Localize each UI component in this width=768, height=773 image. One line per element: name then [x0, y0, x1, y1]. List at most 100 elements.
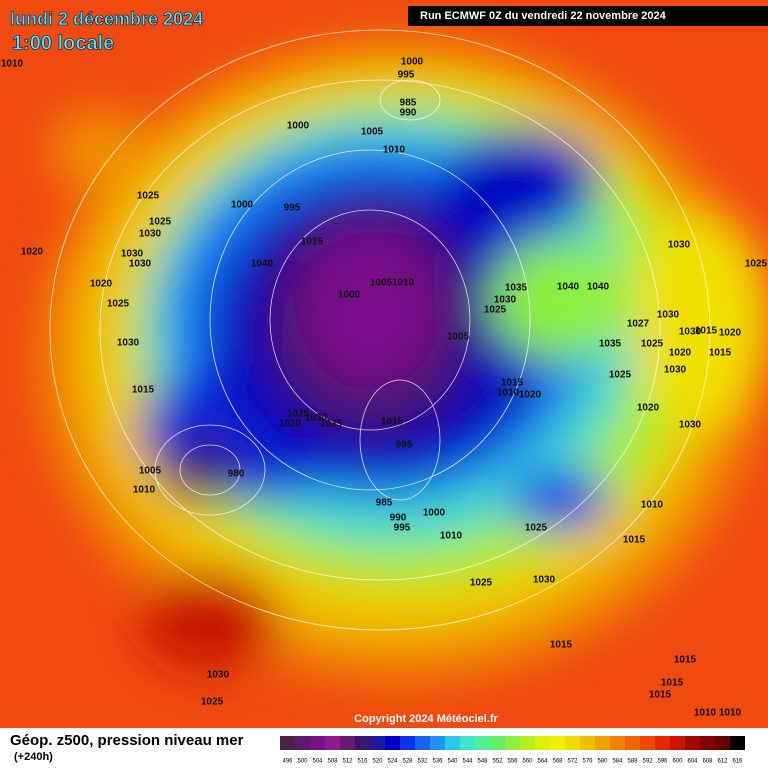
colorbar-swatch — [400, 736, 415, 750]
isobar-label: 1010 — [440, 531, 463, 542]
isobar-label: 1025 — [525, 523, 548, 534]
isobar-label: 1020 — [279, 419, 302, 430]
colorbar-tick: 520 — [372, 759, 383, 765]
isobar-label: 1030 — [679, 420, 702, 431]
colorbar-swatch — [355, 736, 370, 750]
colorbar-tick: 560 — [522, 759, 533, 765]
colorbar-swatch — [505, 736, 520, 750]
isobar-label: 1025 — [137, 191, 160, 202]
colorbar-swatch — [625, 736, 640, 750]
isobar-label: 1040 — [587, 282, 610, 293]
isobar-label: 1025 — [484, 305, 507, 316]
copyright: Copyright 2024 Météociel.fr — [354, 713, 498, 725]
isobar-label: 1030 — [679, 327, 702, 338]
isobar-label: 1030 — [117, 338, 140, 349]
isobar-label: 1030 — [139, 229, 162, 240]
isobar-label: 1005 — [447, 332, 470, 343]
colorbar-swatch — [700, 736, 715, 750]
run-banner — [408, 6, 768, 26]
isobar-label: 1015 — [661, 678, 684, 689]
colorbar-swatch — [550, 736, 565, 750]
isobar-label: 1015 — [132, 385, 155, 396]
isobar-label: 1025 — [609, 370, 632, 381]
isobar-label: 1010 — [383, 145, 406, 156]
colorbar-swatch — [340, 736, 355, 750]
colorbar-swatch — [655, 736, 670, 750]
colorbar-tick: 532 — [417, 759, 428, 765]
colorbar-tick: 612 — [717, 759, 728, 765]
isobar-label: 1030 — [121, 249, 144, 260]
isobar-label: 1010 — [719, 708, 742, 719]
isobar-label: 985 — [376, 498, 393, 509]
colorbar-tick: 568 — [552, 759, 563, 765]
isobar-label: 990 — [390, 513, 407, 524]
isobar-label: 995 — [394, 523, 411, 534]
colorbar-tick: 584 — [612, 759, 623, 765]
isobar-label: 1015 — [550, 640, 573, 651]
isobar-label: 1030 — [207, 670, 230, 681]
colorbar-tick: 580 — [597, 759, 608, 765]
colorbar-tick: 540 — [447, 759, 458, 765]
isobar-label: 1025 — [745, 259, 768, 270]
isobar-label: 1020 — [21, 247, 44, 258]
colorbar-tick: 548 — [477, 759, 488, 765]
isobar-label: 1025 — [149, 217, 172, 228]
isobar-label: 1015 — [695, 326, 718, 337]
isobar-label: 1030 — [533, 575, 556, 586]
isobar-label: 1030 — [664, 365, 687, 376]
isobar-label: 1040 — [557, 282, 580, 293]
isobar-label: 1000 — [401, 57, 424, 68]
colorbar-tick: 608 — [702, 759, 713, 765]
colorbar-tick: 508 — [327, 759, 338, 765]
colorbar-swatch — [490, 736, 505, 750]
colorbar-tick: 604 — [687, 759, 698, 765]
colorbar-swatch — [640, 736, 655, 750]
colorbar-tick: 544 — [462, 759, 473, 765]
run-info: Run ECMWF 0Z du vendredi 22 novembre 202… — [420, 10, 667, 22]
isobar-label: 1015 — [674, 655, 697, 666]
isobar-label: 1000 — [287, 121, 310, 132]
isobar-label: 1015 — [709, 348, 732, 359]
colorbar-tick: 504 — [312, 759, 323, 765]
colorbar-tick: 556 — [507, 759, 518, 765]
isobar-label: 1030 — [494, 295, 517, 306]
isobar-label: 1040 — [251, 259, 274, 270]
colorbar-swatch — [280, 736, 295, 750]
time: 1:00 locale — [12, 32, 114, 54]
isobar-label: 1000 — [423, 508, 446, 519]
isobar-label: 1020 — [90, 279, 113, 290]
colorbar-swatch — [595, 736, 610, 750]
colorbar-tick: 596 — [657, 759, 668, 765]
colorbar-tick: 528 — [402, 759, 413, 765]
colorbar-swatch — [295, 736, 310, 750]
isobar-label: 1030 — [129, 259, 152, 270]
colorbar-swatch — [325, 736, 340, 750]
colorbar-swatch — [670, 736, 685, 750]
colorbar-swatch — [730, 736, 745, 750]
colorbar-swatch — [370, 736, 385, 750]
isobar-label: 1010 — [133, 485, 156, 496]
isobar-label: 1025 — [470, 578, 493, 589]
isobar-label: 1010 — [641, 500, 664, 511]
isobar-label: 1000 — [338, 290, 361, 301]
isobar-label: 1015 — [501, 378, 524, 389]
colorbar-tick: 512 — [342, 759, 353, 765]
isobar-label: 1030 — [305, 413, 328, 424]
isobar-label: 1020 — [519, 390, 542, 401]
isobar-label: 1027 — [627, 319, 650, 330]
isobar-label: 1035 — [505, 283, 528, 294]
colorbar-tick: 600 — [672, 759, 683, 765]
isobar-label: 1025 — [107, 299, 130, 310]
isobar-label: 1000 — [231, 200, 254, 211]
colorbar-tick: 500 — [297, 759, 308, 765]
colorbar-tick: 576 — [582, 759, 593, 765]
colorbar-tick: 496 — [282, 759, 293, 765]
isobar-label: 1035 — [599, 339, 622, 350]
isobar-label: 1005 — [139, 466, 162, 477]
isobar-label: 1015 — [301, 237, 324, 248]
colorbar-swatch — [385, 736, 400, 750]
isobar-label: 1005 — [370, 278, 393, 289]
colorbar-tick: 572 — [567, 759, 578, 765]
